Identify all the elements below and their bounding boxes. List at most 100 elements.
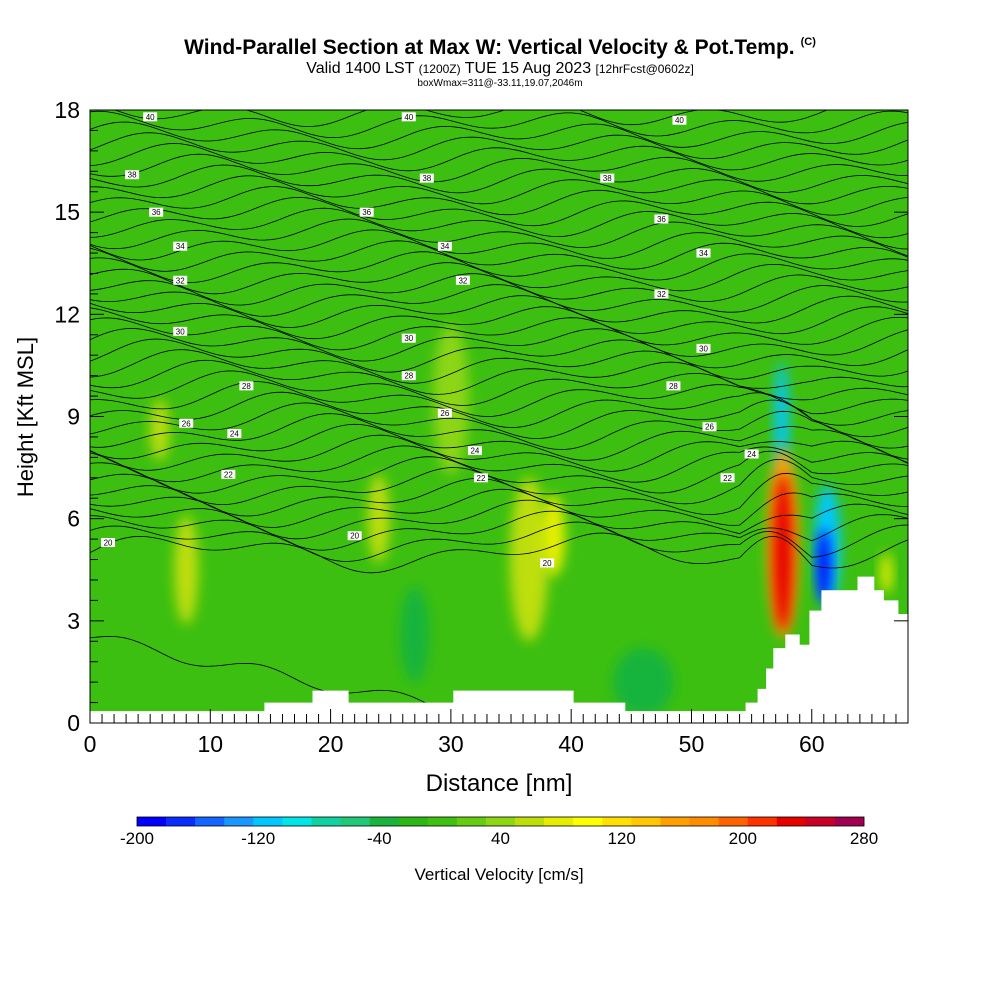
- svg-text:38: 38: [422, 174, 431, 183]
- colorbar-swatch-22: [776, 817, 807, 826]
- y-tick-label-9: 9: [67, 404, 80, 430]
- chart-title: Wind-Parallel Section at Max W: Vertical…: [184, 36, 816, 59]
- x-tick-label-0: 0: [84, 731, 97, 757]
- colorbar-swatch-13: [515, 817, 545, 826]
- x-tick-label-50: 50: [679, 731, 705, 757]
- svg-text:20: 20: [543, 559, 552, 568]
- x-tick-label-60: 60: [799, 731, 825, 757]
- theta-contour-31: [90, 196, 908, 227]
- contour-label-24: 24: [467, 446, 482, 456]
- box-wmax-info: boxWmax=311@-33.11,19.07,2046m: [417, 78, 583, 89]
- x-tick-label-40: 40: [558, 731, 584, 757]
- theta-contour-28: [90, 229, 908, 261]
- theta-contour-0: [90, 532, 908, 574]
- colorbar-label: Vertical Velocity [cm/s]: [414, 865, 583, 884]
- velocity-cell-3: [432, 324, 469, 475]
- contour-label-34: 34: [173, 241, 188, 251]
- theta-contour-15: [90, 370, 908, 406]
- colorbar-swatch-21: [747, 817, 778, 826]
- contour-label-38: 38: [600, 173, 615, 183]
- theta-contour-2: [90, 510, 908, 551]
- contour-label-30: 30: [173, 326, 188, 336]
- svg-text:38: 38: [128, 171, 137, 180]
- x-tick-label-30: 30: [438, 731, 464, 757]
- theta-contour-19: [90, 327, 908, 362]
- colorbar-swatch-4: [253, 817, 283, 826]
- svg-text:26: 26: [182, 419, 191, 428]
- svg-text:22: 22: [224, 470, 233, 479]
- contour-label-40: 40: [143, 112, 158, 122]
- theta-contour-36: [90, 143, 908, 172]
- y-tick-label-3: 3: [67, 608, 80, 634]
- theta-contour-4: [90, 488, 908, 528]
- colorbar-swatch-9: [398, 817, 429, 826]
- colorbar-swatch-20: [718, 817, 748, 826]
- velocity-cell-10: [773, 474, 793, 632]
- theta-contour-11: [90, 410, 908, 450]
- svg-text:32: 32: [657, 290, 666, 299]
- copyright-mark: (C): [800, 36, 816, 48]
- contour-label-40: 40: [672, 115, 687, 125]
- svg-text:34: 34: [176, 242, 185, 251]
- contour-label-32: 32: [455, 275, 470, 285]
- contour-label-24: 24: [227, 429, 242, 439]
- contour-label-28: 28: [401, 371, 416, 381]
- theta-contour-20: [90, 317, 908, 351]
- theta-contour-33: [90, 175, 908, 205]
- theta-contour-low: [90, 635, 451, 707]
- contour-label-36: 36: [149, 207, 164, 217]
- svg-text:20: 20: [104, 539, 113, 548]
- minor-ticks: [90, 129, 897, 723]
- plot-background: [90, 110, 908, 723]
- contour-label-34: 34: [696, 248, 711, 258]
- svg-text:30: 30: [699, 344, 708, 353]
- contour-label-28: 28: [239, 381, 254, 391]
- colorbar-tick--40: -40: [367, 829, 392, 848]
- svg-text:24: 24: [747, 450, 756, 459]
- contour-label-22: 22: [720, 473, 735, 483]
- contour-label-32: 32: [654, 289, 669, 299]
- theta-contour-39: [90, 110, 908, 138]
- potential-temperature-contours: [90, 110, 908, 707]
- colorbar-swatch-10: [427, 817, 458, 826]
- theta-contour-32: [90, 186, 908, 216]
- velocity-cell-12: [817, 528, 831, 604]
- chart-subtitle: Valid 1400 LST (1200Z) TUE 15 Aug 2023 […: [0, 60, 1000, 78]
- contour-label-20: 20: [101, 538, 116, 548]
- theta-contour-22: [90, 295, 908, 328]
- colorbar-swatch-16: [602, 817, 632, 826]
- svg-text:28: 28: [242, 382, 251, 391]
- svg-text:40: 40: [146, 113, 155, 122]
- theta-contour-23: [90, 284, 908, 317]
- theta-contour-6: [90, 458, 908, 506]
- theta-contour-37: [90, 132, 908, 161]
- theta-contour-12: [90, 399, 908, 439]
- colorbar-swatch-2: [195, 817, 225, 826]
- theta-contour-26: [90, 251, 908, 283]
- colorbar-swatch-12: [485, 817, 516, 826]
- svg-text:30: 30: [404, 334, 413, 343]
- theta-contour-34: [90, 164, 908, 194]
- contour-label-34: 34: [437, 241, 452, 251]
- svg-text:24: 24: [230, 430, 239, 439]
- theta-contour-17: [90, 349, 908, 384]
- y-axis-label: Height [Kft MSL]: [13, 337, 38, 497]
- contour-labels: 20 20 20 22 22 22 24 24 24 26 26 26 28 28 28 30 30 30 32 32…: [101, 112, 759, 568]
- svg-text:30: 30: [176, 327, 185, 336]
- colorbar: -200 -120 -40 40 120 200 280: [120, 816, 878, 848]
- svg-text:34: 34: [440, 242, 449, 251]
- svg-text:40: 40: [675, 116, 684, 125]
- y-tick-label-18: 18: [54, 97, 80, 123]
- utc-time: (1200Z): [418, 62, 461, 76]
- theta-contour-5: [90, 472, 908, 517]
- colorbar-swatch-19: [689, 817, 719, 826]
- contour-label-30: 30: [696, 343, 711, 353]
- x-tick-label-20: 20: [318, 731, 344, 757]
- theta-contour-35: [90, 153, 908, 183]
- velocity-cell-5: [541, 494, 566, 577]
- contour-label-32: 32: [173, 275, 188, 285]
- x-axis-label: Distance [nm]: [426, 770, 573, 797]
- contour-label-26: 26: [437, 408, 452, 418]
